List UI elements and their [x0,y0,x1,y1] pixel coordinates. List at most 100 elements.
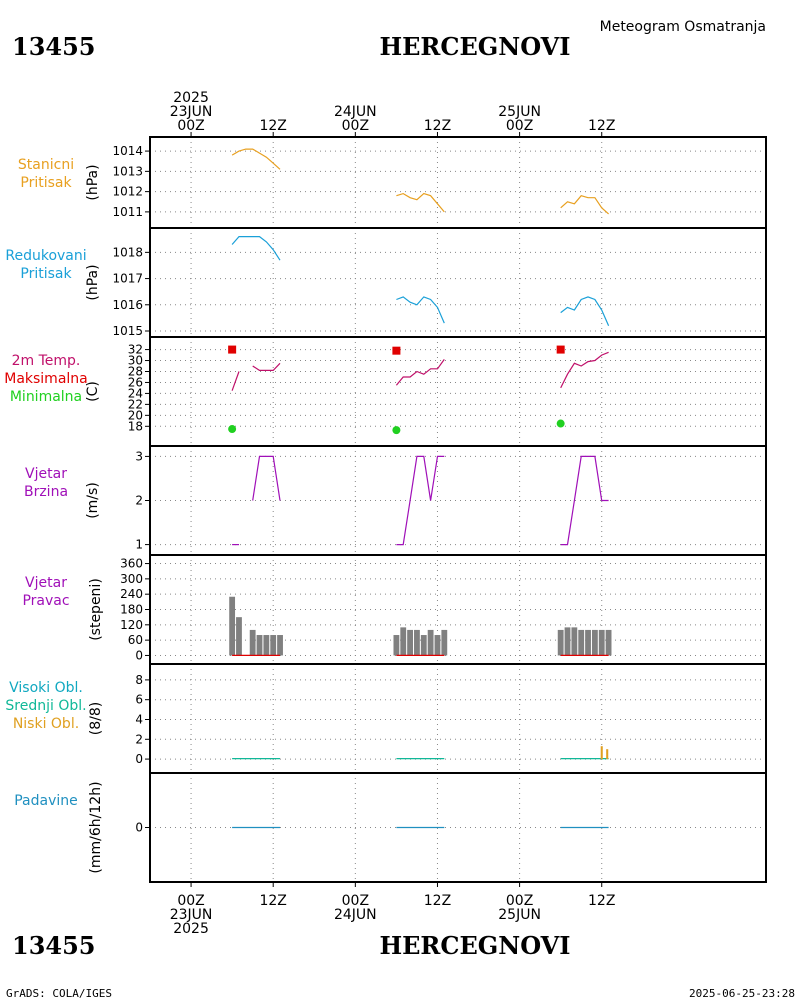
clouds-ytick-label: 6 [135,693,143,707]
temperature-frame [150,337,766,446]
top-time-label: 00Z [177,118,204,134]
wind_direction-bar [441,630,447,656]
wind_direction-bar [270,635,276,655]
reduced_pressure-label: Pritisak [20,266,72,282]
wind_direction-ytick-label: 360 [120,557,143,571]
reduced_pressure-ytick-label: 1017 [112,272,143,286]
wind_direction-bar [229,597,235,656]
bottom-time-label: 12Z [588,893,615,909]
clouds-label: Srednji Obl. [5,698,86,714]
wind_direction-ytick-label: 300 [120,572,143,586]
top-time-label: 12Z [259,118,286,134]
top-time-label: 12Z [424,118,451,134]
clouds-ytick-label: 8 [135,673,143,687]
clouds-label: Visoki Obl. [9,680,83,696]
bottom-time-label: 12Z [259,893,286,909]
wind_direction-bar [421,635,427,655]
bottom-time-label: 24JUN [334,907,377,923]
station-id-bottom: 13455 [12,931,96,960]
wind_direction-ytick-label: 60 [128,633,143,647]
reduced_pressure-series-line [396,297,444,323]
top-time-label: 12Z [588,118,615,134]
wind_direction-bar [592,630,598,656]
bottom-time-label: 2025 [173,921,209,937]
clouds-label: Niski Obl. [13,716,79,732]
temperature-min-marker [392,426,400,434]
wind_direction-bar [571,627,577,655]
temperature-max-marker [228,346,236,354]
wind_direction-bar [414,630,420,656]
reduced_pressure-label: Redukovani [5,248,86,264]
wind_direction-bar [585,630,591,656]
meteogram-chart: 13455 HERCEGNOVI Meteogram Osmatranja 20… [0,0,800,1000]
wind_speed-label: Vjetar [25,466,67,482]
wind_speed-ylabel: (m/s) [85,482,101,519]
temperature-min-marker [557,420,565,428]
station-name-bottom: HERCEGNOVI [379,931,570,960]
reduced_pressure-ytick-label: 1018 [112,245,143,259]
wind_speed-ytick-label: 3 [135,449,143,463]
wind_speed-ytick-label: 1 [135,538,143,552]
precipitation-ytick-label: 0 [135,821,143,835]
bottom-time-label: 12Z [424,893,451,909]
wind_direction-label: Pravac [22,593,69,609]
wind_direction-bar [236,617,242,655]
clouds-ytick-label: 2 [135,732,143,746]
station_pressure-label: Pritisak [20,175,72,191]
station-id-top: 13455 [12,32,96,61]
reduced_pressure-series-line [232,237,280,261]
station_pressure-ytick-label: 1011 [112,205,143,219]
station_pressure-ytick-label: 1013 [112,164,143,178]
precipitation-label: Padavine [14,793,78,809]
station_pressure-ytick-label: 1014 [112,144,143,158]
wind_direction-bar [407,630,413,656]
footer-timestamp: 2025-06-25-23:28 [689,987,795,1000]
reduced_pressure-ylabel: (hPa) [85,264,101,300]
chart-subtitle: Meteogram Osmatranja [600,19,766,35]
wind_speed-series-line [253,456,280,500]
wind_direction-bar [400,627,406,655]
station_pressure-ylabel: (hPa) [85,164,101,200]
clouds-bar [601,746,603,759]
wind_direction-ytick-label: 0 [135,648,143,662]
wind_direction-bar [277,635,283,655]
wind_direction-bar [606,630,612,656]
temperature-max-marker [557,346,565,354]
temperature-ytick-label: 32 [128,343,143,357]
clouds-bar [606,749,608,759]
wind_direction-bar [257,635,263,655]
wind_direction-ytick-label: 180 [120,603,143,617]
temperature-series-line [232,372,239,391]
top-time-label: 00Z [342,118,369,134]
temperature-series-line [253,363,280,370]
wind_speed-frame [150,446,766,555]
wind_direction-bar [263,635,269,655]
wind_direction-label: Vjetar [25,575,67,591]
wind_speed-ytick-label: 2 [135,494,143,508]
wind_direction-ytick-label: 240 [120,587,143,601]
reduced_pressure-frame [150,228,766,337]
reduced_pressure-ytick-label: 1016 [112,298,143,312]
station_pressure-label: Stanicni [18,157,74,173]
wind_direction-bar [393,635,399,655]
reduced_pressure-series-line [561,297,609,326]
top-time-label: 00Z [506,118,533,134]
wind_direction-ytick-label: 120 [120,618,143,632]
station_pressure-series-line [561,196,609,214]
wind_direction-bar [599,630,605,656]
wind_direction-bar [578,630,584,656]
wind_direction-frame [150,555,766,664]
clouds-frame [150,664,766,773]
station_pressure-series-line [396,194,444,212]
temperature-label: Minimalna [10,389,82,405]
temperature-label: Maksimalna [4,371,88,387]
wind_direction-ylabel: (stepeni) [88,578,104,641]
wind_direction-bar [250,630,256,656]
wind_direction-bar [428,630,434,656]
wind_direction-bar [565,627,571,655]
clouds-ytick-label: 0 [135,752,143,766]
footer-credit: GrADS: COLA/IGES [6,987,112,1000]
bottom-time-label: 25JUN [498,907,541,923]
temperature-label: 2m Temp. [12,353,81,369]
